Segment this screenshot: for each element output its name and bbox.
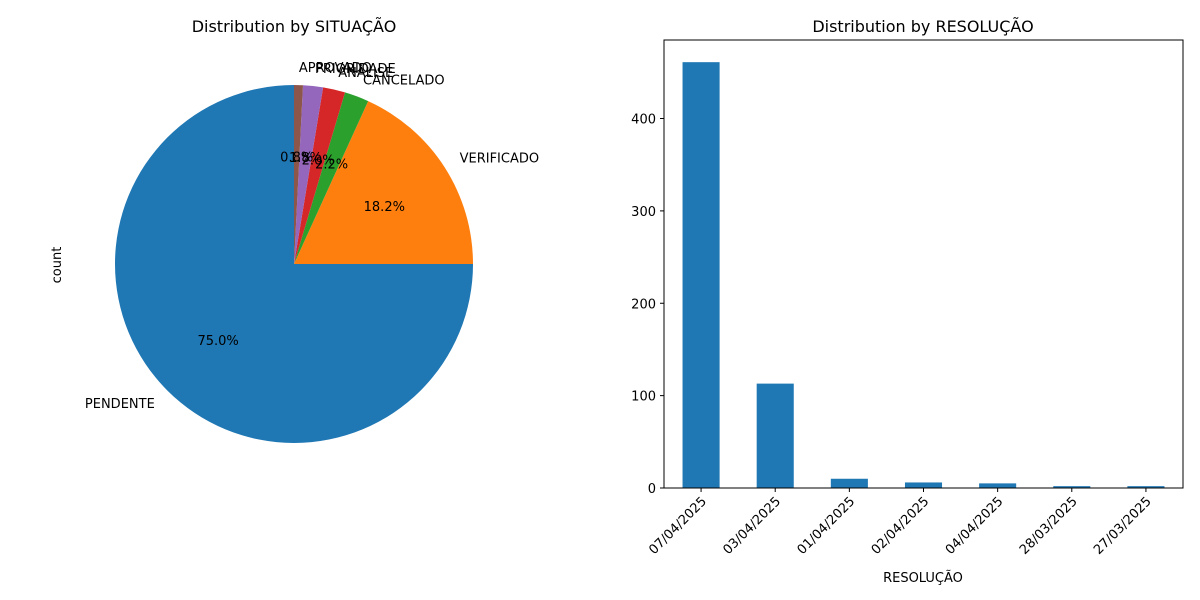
bar-series	[682, 62, 1165, 489]
pie-label-cancelado: CANCELADO	[363, 74, 445, 89]
pie-y-axis-label: count	[50, 247, 65, 284]
x-tick-label: 01/04/2025	[795, 494, 859, 558]
pie-slice-verificado	[294, 101, 473, 264]
bar	[979, 483, 1017, 488]
bar	[1127, 486, 1165, 488]
pie-slice-aprovado	[294, 85, 303, 264]
pie-pct-aprovado: 0.8%	[280, 151, 313, 166]
pie-label-verificado: VERIFICADO	[460, 152, 539, 167]
bar	[904, 482, 943, 488]
x-tick-label: 27/03/2025	[1091, 494, 1155, 558]
bar	[830, 478, 868, 488]
pie-pct-pendente: 75.0%	[197, 334, 238, 349]
pie-slice-prioridade	[294, 85, 324, 264]
pie-slices	[115, 85, 473, 443]
y-tick-label: 400	[631, 113, 656, 128]
x-tick-label: 07/04/2025	[646, 494, 710, 558]
pie-slice-analise	[294, 87, 346, 264]
pie-label-analise: ANÁLISE	[338, 65, 393, 81]
x-tick-label: 28/03/2025	[1017, 494, 1081, 558]
pie-label-prioridade: PRIORIDADE	[315, 62, 396, 77]
x-tick-label: 03/04/2025	[720, 494, 784, 558]
pie-pct-prioridade: 1.8%	[289, 151, 322, 166]
plot-frame	[663, 39, 1184, 489]
pie-label-aprovado: APROVADO	[299, 61, 372, 76]
x-axis-label: RESOLUÇÃO	[883, 570, 963, 586]
y-tick-label: 200	[631, 297, 656, 312]
x-axis-ticks: 07/04/2025 03/04/2025 01/04/2025 02/04/2025…	[646, 488, 1155, 558]
pie-chart-title: Distribution by SITUAÇÃO	[192, 17, 397, 36]
y-tick-label: 100	[631, 390, 656, 405]
bar	[682, 62, 720, 489]
bar	[756, 383, 794, 488]
pie-pct-cancelado: 2.2%	[315, 157, 348, 172]
pie-pct-verificado: 18.2%	[364, 200, 405, 215]
bar-chart: Distribution by RESOLUÇÃO 0100200300400 …	[631, 17, 1184, 586]
y-tick-label: 300	[631, 205, 656, 220]
bar-chart-title: Distribution by RESOLUÇÃO	[812, 17, 1033, 36]
x-tick-label: 04/04/2025	[943, 494, 1007, 558]
x-tick-label: 02/04/2025	[869, 494, 933, 558]
pie-label-pendente: PENDENTE	[85, 397, 155, 412]
bar	[1053, 486, 1091, 488]
pie-labels: PENDENTE 75.0% VERIFICADO 18.2% CANCELADO 2.2…	[85, 61, 539, 412]
pie-chart: Distribution by SITUAÇÃO count PENDENTE 7…	[50, 17, 539, 443]
pie-slice-cancelado	[294, 92, 369, 264]
pie-pct-analise: 2.0%	[302, 153, 335, 168]
y-axis-ticks: 0 100 200 300 400	[631, 113, 664, 497]
y-tick-label: 0	[648, 482, 656, 497]
